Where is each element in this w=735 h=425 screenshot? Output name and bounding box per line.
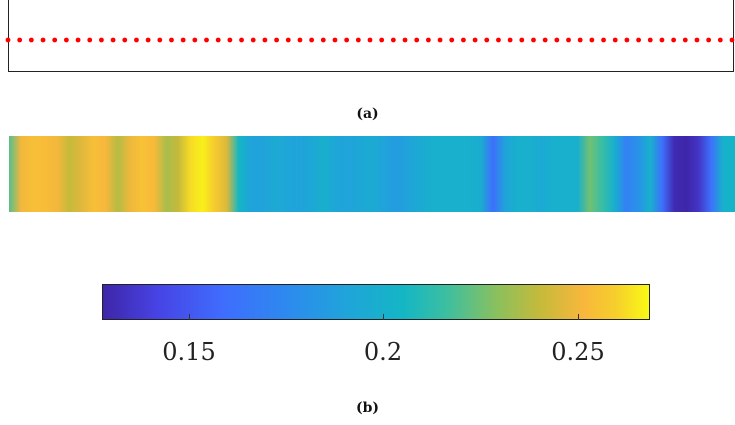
sensor-dot xyxy=(554,37,560,43)
colorbar-gradient xyxy=(102,284,650,320)
sensor-dot xyxy=(414,37,420,43)
sensor-dot xyxy=(297,37,303,43)
sensor-dot xyxy=(145,37,151,43)
sensor-dot xyxy=(507,37,513,43)
sensor-dot xyxy=(5,37,11,43)
sensor-dot xyxy=(28,37,34,43)
sensor-dot xyxy=(87,37,93,43)
sensor-dot xyxy=(624,37,630,43)
sensor-dot xyxy=(566,37,571,43)
sensor-dot xyxy=(17,37,23,43)
sensor-dot xyxy=(542,37,548,43)
sensor-dot xyxy=(320,37,326,43)
sensor-dot xyxy=(192,37,198,43)
sensor-dot xyxy=(204,37,209,43)
sensor-dot xyxy=(355,37,361,43)
sensor-dot xyxy=(157,37,163,43)
sensor-dot xyxy=(589,37,595,43)
sensor-dot xyxy=(110,37,116,43)
intensity-strip-fill xyxy=(9,136,735,212)
sensor-dot xyxy=(75,37,81,43)
sensor-dot xyxy=(519,37,525,43)
panel-a-frame xyxy=(8,0,734,72)
sensor-dot xyxy=(437,37,443,43)
sensor-dot xyxy=(52,37,58,43)
sensor-dot xyxy=(402,37,408,43)
sensor-dot xyxy=(577,37,583,43)
sensor-dot xyxy=(379,37,385,43)
sensor-dot xyxy=(671,37,677,43)
sensor-dot xyxy=(99,37,104,43)
sensor-dot xyxy=(274,37,279,43)
sensor-dot xyxy=(227,37,233,43)
sensor-dot xyxy=(682,37,688,43)
sensor-dot-row xyxy=(5,37,735,43)
colorbar xyxy=(102,284,650,320)
sensor-dot xyxy=(134,37,139,43)
sensor-dot xyxy=(449,37,455,43)
sensor-dot xyxy=(169,37,174,43)
colorbar-tick xyxy=(383,314,384,320)
intensity-strip xyxy=(9,136,735,212)
sensor-dot xyxy=(717,37,723,43)
sensor-dot xyxy=(367,37,373,43)
sensor-dot xyxy=(122,37,128,43)
sensor-dot xyxy=(706,37,712,43)
sensor-dot xyxy=(472,37,478,43)
sensor-dot xyxy=(180,37,186,43)
colorbar-tick xyxy=(578,314,579,320)
sensor-dot xyxy=(659,37,665,43)
sensor-dot xyxy=(390,37,396,43)
sensor-dot xyxy=(647,37,653,43)
colorbar-tick xyxy=(189,314,190,320)
sensor-dot xyxy=(601,37,606,43)
sensor-dot xyxy=(636,37,641,43)
sensor-dot xyxy=(612,37,618,43)
sensor-dot xyxy=(496,37,501,43)
colorbar-tick-label: 0.25 xyxy=(551,338,605,366)
sensor-dot xyxy=(344,37,350,43)
caption-a: (a) xyxy=(356,106,379,122)
sensor-dot xyxy=(425,37,431,43)
sensor-dot xyxy=(332,37,338,43)
sensor-dot xyxy=(250,37,256,43)
caption-b: (b) xyxy=(355,400,380,416)
sensor-dot xyxy=(531,37,536,43)
sensor-dot xyxy=(461,37,466,43)
sensor-dot xyxy=(215,37,221,43)
colorbar-tick-label: 0.2 xyxy=(363,338,403,366)
sensor-dot xyxy=(729,37,735,43)
sensor-dot xyxy=(262,37,268,43)
sensor-dot xyxy=(285,37,291,43)
sensor-dot xyxy=(239,37,244,43)
colorbar-tick-label: 0.15 xyxy=(162,338,216,366)
sensor-dot xyxy=(484,37,490,43)
sensor-dot xyxy=(40,37,46,43)
sensor-dot xyxy=(63,37,69,43)
sensor-dot xyxy=(694,37,700,43)
sensor-dot xyxy=(309,37,315,43)
